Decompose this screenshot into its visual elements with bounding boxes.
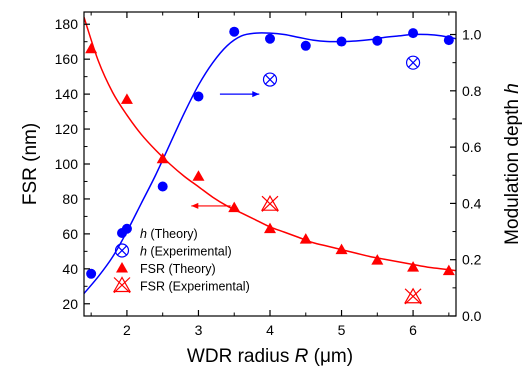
y-left-axis-title: FSR (nm) — [20, 123, 41, 205]
data-point-circle — [86, 268, 97, 279]
x-tick-label: 5 — [338, 322, 346, 338]
data-point-triangle — [85, 42, 98, 54]
marker-triangle — [404, 287, 423, 304]
data-point-circle — [229, 26, 240, 37]
marker-triangle — [260, 194, 280, 211]
data-markers — [85, 26, 455, 305]
y-left-tick-label: 40 — [62, 261, 78, 277]
marker-cross-line — [408, 57, 419, 68]
axes: 2 3 4 5 6 20 40 60 80 100 120 140 160 180 0.0 0.2 0.4 0.6… — [20, 12, 523, 367]
legend-marker — [116, 262, 128, 273]
y-left-tick-label: 140 — [55, 86, 79, 102]
y-left-tick-label: 120 — [55, 121, 79, 137]
data-point-triangle — [442, 264, 455, 276]
data-point-triangle — [120, 93, 133, 104]
y-right-tick-label: 0.8 — [462, 83, 482, 99]
data-point-circle — [408, 28, 419, 39]
data-point-circle — [157, 181, 168, 192]
legend-label: FSR (Experimental) — [140, 280, 250, 294]
marker-ring — [405, 55, 421, 70]
data-point-triangle-cross — [404, 287, 423, 305]
data-point-circle — [265, 33, 275, 44]
data-point-triangle — [299, 233, 312, 244]
y-right-tick-label: 1.0 — [462, 27, 482, 43]
legend: h (Theory) h (Experimental) FSR (Theory) FS… — [112, 227, 250, 294]
x-tick-label: 3 — [195, 322, 203, 338]
data-point-triangle — [371, 254, 384, 265]
marker-cross-line — [261, 195, 279, 212]
arrow-head — [191, 202, 199, 209]
legend-marker — [112, 276, 132, 294]
legend-entry-4: FSR (Experimental) — [112, 276, 250, 294]
legend-label: FSR (Theory) — [140, 262, 216, 276]
legend-entry-1: h (Theory) — [117, 227, 198, 241]
data-point-circle-cross — [405, 55, 421, 70]
y-left-tick-label: 160 — [55, 51, 79, 67]
y-right-tick-label: 0.4 — [462, 195, 482, 211]
legend-marker — [114, 243, 130, 258]
y-left-tick-label: 80 — [62, 191, 78, 207]
annotation-arrows — [191, 91, 260, 209]
marker-ring — [114, 243, 130, 258]
y-right-tick-label: 0.2 — [462, 252, 482, 268]
arrow-to-left-axis — [191, 202, 231, 209]
legend-marker — [117, 228, 127, 238]
x-tick-label: 6 — [409, 322, 417, 338]
y-right-tick-label: 0.6 — [462, 139, 482, 155]
marker-cross-line — [116, 245, 128, 256]
data-point-triangle — [335, 243, 348, 255]
x-axis-title: WDR radius R (μm) — [187, 346, 353, 367]
y-left-tick-label: 100 — [55, 156, 79, 172]
data-point-circle — [193, 91, 204, 102]
y-right-axis-title: Modulation depth h — [502, 83, 523, 245]
data-point-triangle — [407, 261, 420, 272]
data-point-circle-cross — [262, 72, 278, 87]
marker-cross-line — [404, 288, 422, 305]
marker-ring — [262, 72, 278, 87]
y-left-tick-label: 60 — [62, 226, 78, 242]
marker-triangle — [112, 276, 132, 293]
legend-entry-2: h (Experimental) — [114, 243, 232, 259]
legend-entry-3: FSR (Theory) — [116, 262, 216, 276]
data-point-circle — [372, 35, 383, 46]
marker-cross-line — [264, 74, 276, 85]
arrow-head — [252, 91, 260, 98]
data-point-triangle — [156, 152, 169, 164]
x-tick-label: 2 — [123, 322, 131, 338]
marker-cross-line — [113, 277, 131, 294]
y-left-tick-label: 20 — [62, 296, 78, 312]
x-tick-label: 4 — [266, 322, 274, 338]
data-point-circle — [443, 35, 454, 46]
arrow-to-right-axis — [219, 91, 260, 98]
data-point-triangle — [264, 222, 276, 234]
y-right-tick-label: 0.0 — [462, 308, 482, 324]
data-point-triangle — [192, 170, 205, 181]
data-point-triangle — [228, 201, 241, 213]
data-point-circle — [300, 40, 311, 51]
h-fit-curve — [84, 32, 456, 294]
legend-label: h (Theory) — [140, 227, 198, 241]
y-left-tick-label: 180 — [55, 16, 79, 32]
legend-label: h (Experimental) — [140, 245, 232, 259]
data-point-triangle-cross — [260, 194, 280, 212]
data-point-circle — [336, 36, 347, 47]
